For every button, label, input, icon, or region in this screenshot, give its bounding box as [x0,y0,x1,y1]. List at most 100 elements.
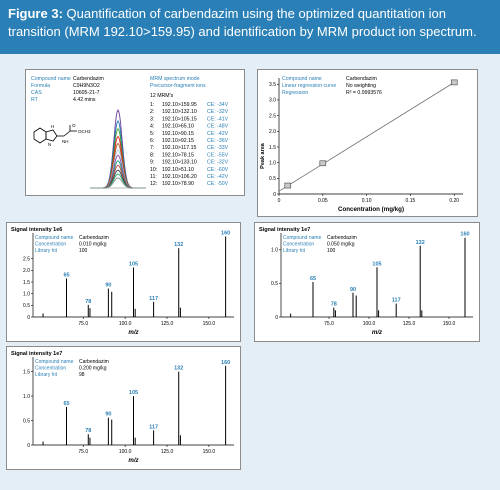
mrm-trace [90,169,146,189]
spectrum-y-tick-label: 1.5 [23,369,30,375]
mrm-index: 7: [150,145,154,151]
spectrum-peak-label: 160 [460,232,469,238]
figure-header: Figure 3: Quantification of carbendazim … [0,0,500,54]
calib-regression-label: Regression [282,90,308,96]
spectrum-compound-label: Compound name [35,359,74,365]
mrm-transition: 192.10>159.95 [162,102,197,108]
mrm-collision-energy: CE: -42V [207,131,229,137]
spectrum-x-label: m/z [128,457,139,464]
spectrum-signal-title: Signal intensity 1e7 [259,227,310,233]
spectrum-y-tick-label: 1.0 [271,248,278,254]
figure-title: Quantification of carbendazim using the … [8,6,477,39]
spectrum-peak-label: 105 [129,390,138,396]
mrm-collision-energy: CE: -33V [207,145,229,151]
mrm-index: 9: [150,160,154,166]
spectrum-signal-title: Signal intensity 1e7 [11,351,62,357]
calib-curve-value: No weighting [346,83,376,89]
compound-label: Compound name [31,76,71,82]
mrm-transition: 192.10>78.15 [162,152,194,158]
spectrum-peak-label: 78 [85,299,91,305]
calib-x-label: Concentration (mg/kg) [338,206,404,213]
spectrum-library-value: 100 [79,248,88,254]
spectrum-x-label: m/z [372,329,383,336]
spectrum-peak-label: 90 [105,412,111,418]
mrm-index: 5: [150,131,154,137]
cas-value: 10605-21-7 [73,90,100,96]
spectrum-y-tick-label: 0.5 [23,303,30,309]
calib-compound-label: Compound name [282,76,322,82]
spectrum-panel-1: Signal intensity 1e6 Compound name Carbend… [6,222,241,342]
spectrum-y-tick-label: 0.5 [23,418,30,424]
mrm-chromatogram-overlay [90,108,146,189]
structure-o: O [72,123,76,128]
rt-label: RT [31,97,39,103]
spectrum-library-label: Library hit [35,248,58,254]
mrm-trace [90,135,146,189]
spectrum-peak-label: 90 [105,283,111,289]
mrm-collision-energy: CE: -48V [207,124,229,130]
calibration-panel: Compound name Carbendazim Linear regress… [257,69,478,217]
mrm-transition: 192.10>133.10 [162,160,197,166]
spectrum-peak-label: 160 [221,231,230,237]
mrm-index: 3: [150,116,154,122]
mrm-collision-energy: CE: -55V [207,152,229,158]
spectrum-compound-label: Compound name [283,235,322,241]
mrm-trace [90,177,146,189]
calib-y-tick-label: 2.0 [269,129,276,135]
spectrum-panel-3: Signal intensity 1e7 Compound name Carbend… [6,346,241,470]
spectrum-y-tick-label: 0 [27,443,30,449]
mrm-collision-energy: CE: -42V [207,174,229,180]
spectrum-y-tick-label: 1.5 [23,280,30,286]
carbendazim-structure [33,125,77,144]
calib-y-tick-label: 3.5 [269,82,276,88]
mrm-collision-energy: CE: -41V [207,116,229,122]
calib-fit-line [278,82,455,192]
spectrum-peak-label: 117 [149,296,158,302]
structure-nh2: NH [62,139,69,144]
calib-y-label: Peak area [260,142,266,169]
spectrum-peak-label: 65 [310,276,316,282]
mrm-transition-list: 1: 192.10>159.95 CE: -34V 2: 192.10>132.10 CE… [150,102,229,187]
mrm-collision-energy: CE: -50V [207,181,229,187]
spectrum-concentration-label: Concentration [283,242,314,248]
spectrum-peak-label: 78 [85,428,91,434]
spectrum-x-tick-label: 100.0 [119,449,132,455]
spectrum-3-svg: Signal intensity 1e7 Compound name Carbend… [11,351,234,464]
mrm-index: 6: [150,138,154,144]
mrm-index: 4: [150,124,154,130]
cas-label: CAS [31,90,42,96]
formula-label: Formula [31,83,50,89]
mrm-index: 12: [150,181,157,187]
spectrum-library-value: 98 [79,372,85,378]
calib-x-tick-label: 0.05 [318,198,328,204]
spectrum-x-tick-label: 150.0 [443,321,456,327]
mrm-collision-energy: CE: -32V [207,160,229,166]
spectrum-library-label: Library hit [35,372,58,378]
mrm-transition: 192.10>65.10 [162,124,194,130]
spectrum-x-tick-label: 150.0 [203,321,216,327]
structure-n: N [48,142,51,147]
calib-x-tick-label: 0.15 [406,198,416,204]
spectrum-y-tick-label: 2.0 [23,268,30,274]
spectrum-peak-label: 78 [331,302,337,308]
mrm-transition: 192.10>132.10 [162,109,197,115]
mrm-trace [90,154,146,189]
figure-label: Figure 3: [8,6,63,21]
mrm-transition: 192.10>105.15 [162,116,197,122]
mrm-collision-energy: CE: -34V [207,102,229,108]
spectrum-y-tick-label: 1.0 [23,291,30,297]
spectrum-compound-value: Carbendazim [79,359,109,365]
spectrum-2-svg: Signal intensity 1e7 Compound name Carbend… [259,227,473,336]
spectrum-x-tick-label: 75.0 [78,449,88,455]
spectrum-1-svg: Signal intensity 1e6 Compound name Carbend… [11,227,234,336]
spectrum-peak-label: 65 [63,401,69,407]
spectrum-peak-label: 117 [392,298,401,304]
spectrum-peak-label: 90 [350,287,356,293]
spectrum-peak-label: 117 [149,424,158,430]
spectrum-y-tick-label: 1.0 [23,394,30,400]
spectrum-concentration-label: Concentration [35,242,66,248]
mrm-index: 2: [150,109,154,115]
spectrum-peak-label: 160 [221,360,230,366]
spectrum-concentration-value: 0.050 mg/kg [327,242,355,248]
